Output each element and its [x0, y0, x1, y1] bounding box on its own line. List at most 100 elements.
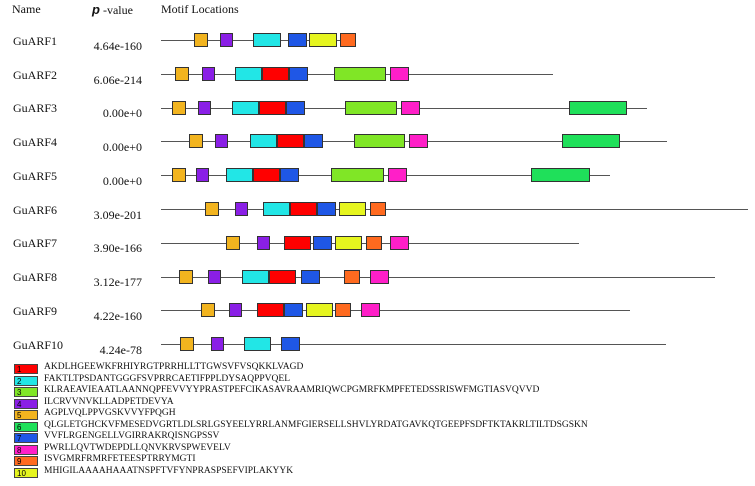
legend-sequence: AGPLVQLPPVGSKVVYFPQGH	[44, 408, 176, 418]
legend-sequence: KLRAEAVIEAATLAANNQPFEVVYYPRASTPEFCIKASAV…	[44, 385, 540, 395]
motif-2-block	[250, 134, 277, 148]
motif-8-block	[361, 303, 380, 317]
motif-4-block	[196, 168, 209, 182]
row-pvalue: 0.00e+0	[102, 174, 142, 188]
motif-6-block	[531, 168, 590, 182]
legend-sequence: QLGLETGHCKVFMESEDVGRTLDLSRLGSYEELYRRLANM…	[44, 419, 588, 430]
motif-3-block	[354, 134, 405, 148]
legend-swatch: 5	[14, 410, 38, 420]
legend-sequence: AKDLHGEEWKFRHIYRGTPRRHLLTTGWSVFVSQKKLVAG…	[44, 362, 304, 372]
motif-7-block	[304, 134, 323, 148]
motif-1-block	[259, 101, 286, 115]
row-pvalue: 3.09e-201	[93, 208, 142, 222]
motif-4-block	[229, 303, 242, 317]
motif-4-block	[208, 270, 221, 284]
row-pvalue: 3.12e-177	[93, 275, 142, 289]
row-name: GuARF5	[13, 169, 58, 183]
motif-5-block	[175, 67, 189, 81]
motif-1-block	[284, 236, 311, 250]
row-name: GuARF4	[13, 135, 58, 149]
row-pvalue: 0.00e+0	[102, 140, 142, 154]
motif-4-block	[235, 202, 248, 216]
sequence-line	[161, 277, 715, 278]
motif-2-block	[253, 33, 281, 47]
motif-9-block	[366, 236, 382, 250]
motif-7-block	[288, 33, 307, 47]
sequence-line	[161, 175, 610, 176]
legend-sequence: ILCRVVNVKLLADPETDEVYA	[44, 396, 174, 407]
row-pvalue: 6.06e-214	[93, 73, 142, 87]
motif-5-block	[194, 33, 208, 47]
motif-8-block	[388, 168, 407, 182]
motif-5-block	[179, 270, 193, 284]
motif-4-block	[215, 134, 228, 148]
motif-7-block	[284, 303, 303, 317]
sequence-line	[161, 310, 630, 311]
motif-1-block	[277, 134, 304, 148]
legend-sequence: PWRLLQVTWDEPDLLQNVKRVSPWEVELV	[44, 442, 231, 453]
motif-1-block	[253, 168, 280, 182]
motif-8-block	[370, 270, 389, 284]
row-pvalue: 4.24e-78	[99, 343, 142, 357]
legend-swatch: 2	[14, 375, 38, 386]
legend-sequence: FAKTLTPSDANTGGGFSVPRRCAETIFPPLDYSAQPPVQE…	[44, 373, 290, 384]
row-name: GuARF3	[13, 101, 58, 115]
motif-9-block	[370, 202, 386, 216]
motif-5-block	[189, 134, 203, 148]
row-pvalue: 4.22e-160	[93, 309, 142, 323]
motif-5-block	[172, 101, 186, 115]
row-name: GuARF8	[13, 270, 58, 284]
motif-10-block	[339, 202, 366, 216]
motif-1-block	[262, 67, 289, 81]
motif-2-block	[242, 270, 269, 284]
header-pvalue-suffix: -value	[99, 3, 133, 17]
motif-10-block	[335, 236, 362, 250]
legend-swatch: 1	[14, 364, 38, 374]
motif-10-block	[306, 303, 333, 317]
row-name: GuARF6	[13, 203, 58, 217]
row-name: GuARF7	[13, 236, 58, 250]
header-name: Name	[12, 2, 41, 16]
legend-swatch: 3	[14, 387, 38, 397]
motif-8-block	[401, 101, 420, 115]
motif-4-block	[211, 337, 224, 351]
legend-swatch: 6	[14, 421, 38, 432]
motif-7-block	[281, 337, 300, 351]
row-name: GuARF1	[13, 34, 58, 48]
motif-2-block	[244, 337, 271, 351]
motif-4-block	[202, 67, 215, 81]
header-motif-locations: Motif Locations	[161, 2, 239, 16]
legend-swatch: 8	[14, 444, 38, 455]
legend-sequence: MHIGILAAAAHAAATNSPFTVFYNPRASPSEFVIPLAKYY…	[44, 465, 294, 476]
row-pvalue: 0.00e+0	[102, 106, 142, 120]
motif-10-block	[309, 33, 337, 47]
row-name: GuARF10	[13, 338, 64, 352]
row-pvalue: 4.64e-160	[93, 39, 142, 53]
motif-9-block	[340, 33, 356, 47]
motif-7-block	[313, 236, 332, 250]
sequence-line	[161, 344, 666, 345]
motif-7-block	[301, 270, 320, 284]
motif-2-block	[263, 202, 290, 216]
row-pvalue: 3.90e-166	[93, 241, 142, 255]
row-name: GuARF9	[13, 304, 58, 318]
motif-2-block	[232, 101, 259, 115]
motif-1-block	[257, 303, 284, 317]
header-p-symbol: p	[92, 2, 100, 17]
motif-8-block	[390, 67, 409, 81]
motif-9-block	[344, 270, 360, 284]
motif-6-block	[569, 101, 627, 115]
row-name: GuARF2	[13, 68, 58, 82]
motif-4-block	[257, 236, 270, 250]
motif-3-block	[345, 101, 397, 115]
motif-2-block	[235, 67, 262, 81]
legend-swatch: 9	[14, 456, 38, 466]
motif-5-block	[172, 168, 186, 182]
legend-sequence: VVFLRGENGELLVGIRRAKRQISNGPSSV	[44, 431, 220, 441]
legend-swatch: 4	[14, 398, 38, 409]
motif-4-block	[220, 33, 233, 47]
motif-7-block	[286, 101, 305, 115]
motif-2-block	[226, 168, 253, 182]
header-pvalue: p -value	[92, 2, 133, 18]
motif-7-block	[289, 67, 308, 81]
